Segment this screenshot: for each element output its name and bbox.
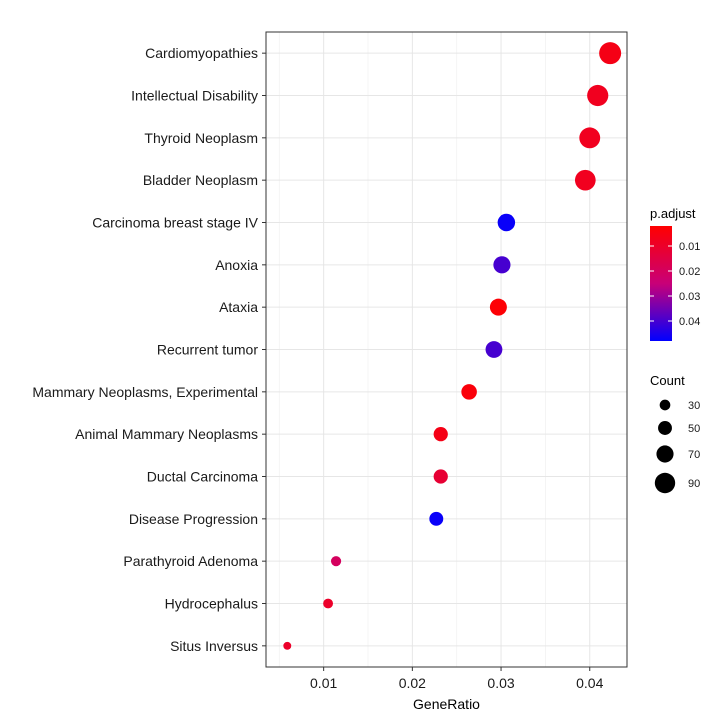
colorbar <box>650 226 672 341</box>
data-point <box>323 598 334 609</box>
y-tick-label: Mammary Neoplasms, Experimental <box>32 384 258 400</box>
color-legend-title: p.adjust <box>650 206 696 221</box>
x-axis: GeneRatio 0.01 0.02 0.03 0.04 <box>310 667 604 712</box>
size-legend: Count 30 50 70 90 <box>650 373 700 494</box>
colorbar-label: 0.01 <box>679 241 700 253</box>
y-tick-label: Bladder Neoplasm <box>143 172 258 188</box>
y-tick-label: Disease Progression <box>129 511 258 527</box>
y-tick-label: Parathyroid Adenoma <box>123 553 258 569</box>
data-point <box>599 42 622 65</box>
data-point <box>461 384 477 400</box>
y-tick-label: Situs Inversus <box>170 638 258 654</box>
x-tick-label: 0.03 <box>487 675 514 691</box>
data-point <box>497 213 516 232</box>
data-point <box>489 298 507 316</box>
colorbar-label: 0.02 <box>679 266 700 278</box>
size-legend-title: Count <box>650 373 685 388</box>
y-tick-label: Anoxia <box>215 257 258 273</box>
y-tick-label: Thyroid Neoplasm <box>144 130 258 146</box>
size-legend-label: 50 <box>688 423 700 435</box>
data-point <box>433 469 448 484</box>
y-tick-label: Intellectual Disability <box>131 88 258 104</box>
y-tick-label: Cardiomyopathies <box>145 45 258 61</box>
x-tick-label: 0.01 <box>310 675 337 691</box>
data-point <box>283 641 292 650</box>
data-point <box>433 427 448 442</box>
data-point <box>587 84 609 107</box>
size-legend-key <box>659 399 671 411</box>
data-point <box>493 256 511 274</box>
x-tick-label: 0.02 <box>399 675 426 691</box>
y-tick-label: Ductal Carcinoma <box>147 469 258 485</box>
colorbar-label: 0.03 <box>679 291 700 303</box>
data-point <box>485 341 503 358</box>
y-tick-label: Recurrent tumor <box>157 342 258 358</box>
x-axis-title: GeneRatio <box>413 696 480 712</box>
y-tick-label: Carcinoma breast stage IV <box>92 215 258 231</box>
color-legend: p.adjust 0.01 0.02 0.03 0.04 <box>650 206 700 341</box>
y-tick-label: Hydrocephalus <box>165 596 258 612</box>
data-point <box>330 556 342 567</box>
data-point <box>579 127 601 149</box>
data-points <box>283 42 622 650</box>
y-tick-label: Animal Mammary Neoplasms <box>75 426 258 442</box>
colorbar-label: 0.04 <box>679 316 700 328</box>
size-legend-key <box>654 472 676 494</box>
y-axis: Cardiomyopathies Intellectual Disability T… <box>32 45 266 654</box>
x-tick-label: 0.04 <box>576 675 603 691</box>
size-legend-key <box>658 421 672 435</box>
size-legend-label: 30 <box>688 400 700 412</box>
size-legend-label: 70 <box>688 449 700 461</box>
data-point <box>574 169 596 191</box>
size-legend-key <box>656 445 674 463</box>
size-legend-label: 90 <box>688 478 700 490</box>
y-tick-label: Ataxia <box>219 299 258 315</box>
data-point <box>429 511 444 526</box>
